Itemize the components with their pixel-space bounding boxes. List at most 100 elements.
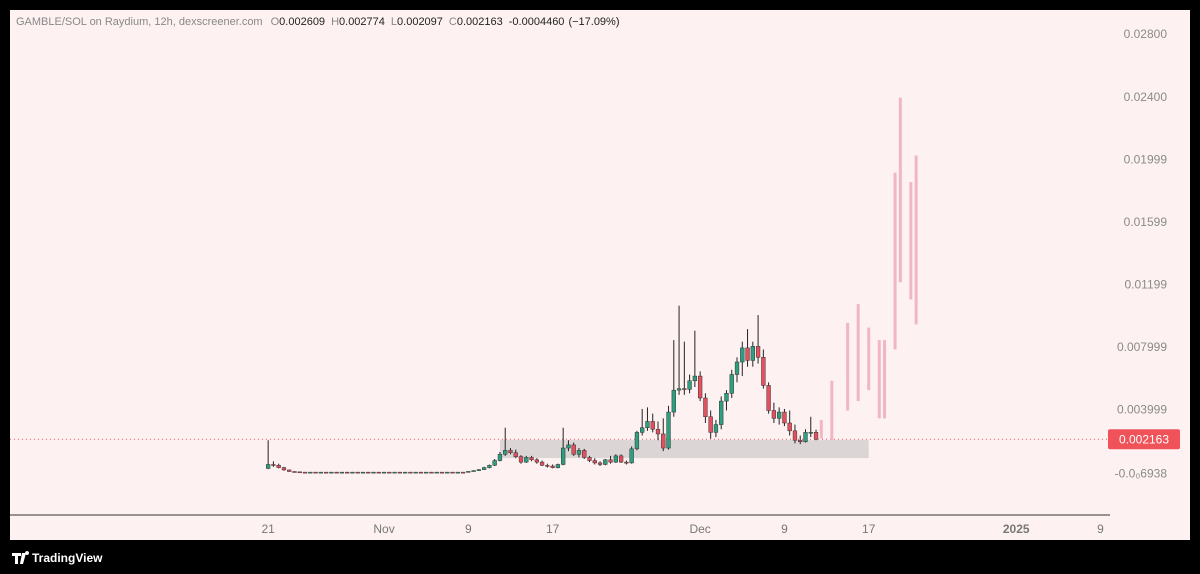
candle-body xyxy=(597,462,603,465)
candle-body xyxy=(413,471,418,474)
candle-body xyxy=(682,388,687,390)
y-tick-label: 0.01999 xyxy=(1124,153,1168,167)
candle-body xyxy=(376,471,381,474)
candle-body xyxy=(755,346,761,358)
candle-body xyxy=(487,465,492,468)
candle-body xyxy=(408,471,413,474)
projection-bar xyxy=(883,340,887,419)
last-price-label: 0.002163 xyxy=(1119,432,1169,446)
projection-bar xyxy=(914,155,918,325)
projection-bar xyxy=(846,322,850,411)
candle-body xyxy=(434,471,439,474)
candle-body xyxy=(392,471,397,474)
candle-body xyxy=(402,471,408,474)
candle-body xyxy=(366,471,371,474)
candle-body xyxy=(329,471,334,474)
candle-body xyxy=(782,411,787,424)
candle-body xyxy=(582,450,587,458)
candle-body xyxy=(750,346,755,361)
candle-body xyxy=(508,450,513,453)
candle-body xyxy=(455,471,460,474)
candle-body xyxy=(424,471,429,474)
legend-label: C xyxy=(449,16,457,28)
projection-bar xyxy=(898,97,902,283)
candle-body xyxy=(761,357,766,386)
candle-body xyxy=(608,459,613,463)
candle-body xyxy=(708,416,713,433)
y-tick-label: 0.007999 xyxy=(1117,340,1167,354)
projection-bar xyxy=(830,380,834,441)
candle-body xyxy=(281,467,287,471)
candle-body xyxy=(371,471,376,474)
x-tick-label: 21 xyxy=(261,522,275,536)
legend-label: H xyxy=(331,16,339,28)
x-tick-label: 2025 xyxy=(1003,522,1030,536)
candle-body xyxy=(481,467,487,470)
legend-value: 0.002097 xyxy=(397,16,443,28)
candle-body xyxy=(539,461,545,466)
candle-body xyxy=(587,457,592,461)
candle-body xyxy=(634,432,640,450)
candle-body xyxy=(666,411,671,449)
candle-body xyxy=(287,469,292,472)
candle-body xyxy=(724,393,729,402)
candle-body xyxy=(492,460,497,466)
projection-bar xyxy=(877,340,881,419)
projection-bar xyxy=(893,172,897,350)
candle-body xyxy=(687,380,692,390)
candle-body xyxy=(323,471,329,474)
candle-body xyxy=(313,471,318,474)
candle-body xyxy=(555,464,561,468)
y-tick-label: 0.02800 xyxy=(1124,27,1168,41)
candle-body xyxy=(292,471,297,473)
last-price-tag xyxy=(1108,429,1180,450)
projection-bar xyxy=(856,304,860,402)
candle-body xyxy=(603,459,608,465)
candle-body xyxy=(719,400,724,425)
y-tick-label: 0.02400 xyxy=(1124,90,1168,104)
candle-body xyxy=(792,430,798,441)
y-tick-label: 0.01199 xyxy=(1125,278,1168,292)
candle-body xyxy=(571,444,576,455)
candle-body xyxy=(624,461,629,464)
candle-body xyxy=(697,375,703,399)
candle-body xyxy=(771,410,777,419)
candle-body xyxy=(766,385,771,411)
candle-body xyxy=(561,447,566,465)
candle-body xyxy=(813,432,819,440)
candle-body xyxy=(339,471,345,474)
candle-body xyxy=(550,465,555,468)
legend-change-pct: (−17.09%) xyxy=(568,16,619,28)
legend-label: O xyxy=(271,16,280,28)
x-tick-label: 9 xyxy=(1097,522,1104,536)
candle-body xyxy=(566,444,571,449)
legend-change: -0.0004460 xyxy=(509,16,565,28)
projection-bar xyxy=(909,182,913,300)
candle-body xyxy=(429,471,434,474)
candle-body xyxy=(265,464,271,469)
candle-body xyxy=(334,471,339,474)
candle-body xyxy=(545,465,550,467)
projection-bar xyxy=(867,327,871,391)
candle-body xyxy=(618,455,624,463)
candle-body xyxy=(671,389,676,413)
x-tick-label: 17 xyxy=(862,522,876,536)
candle-body xyxy=(497,454,503,461)
candle-body xyxy=(276,465,281,468)
candle-body xyxy=(629,448,634,464)
legend-value: 0.002609 xyxy=(279,16,325,28)
candle-body xyxy=(524,457,529,463)
candle-body xyxy=(661,433,666,449)
logo-icon xyxy=(12,551,30,564)
candle-body xyxy=(729,374,734,394)
candle-body xyxy=(345,471,350,474)
candle-body xyxy=(439,471,445,474)
candle-body xyxy=(302,471,308,474)
y-tick-label: 0.003999 xyxy=(1117,403,1167,417)
candle-body xyxy=(740,347,745,363)
brand-text: TradingView xyxy=(32,551,103,565)
legend-label: L xyxy=(391,16,397,28)
candle-body xyxy=(713,424,719,433)
x-tick-label: 9 xyxy=(465,522,472,536)
